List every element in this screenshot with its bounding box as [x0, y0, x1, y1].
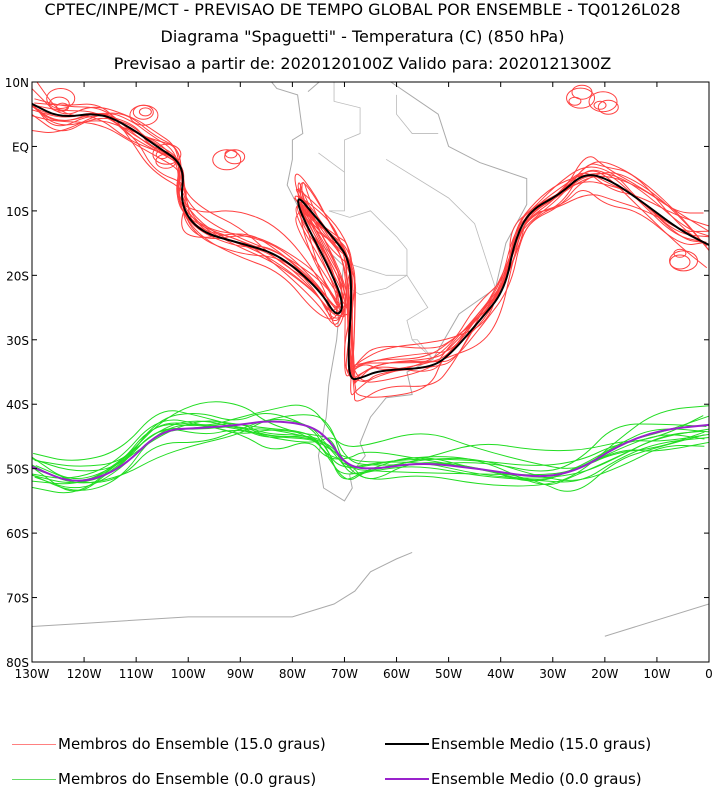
- member-line-15c: [32, 109, 706, 382]
- spaghetti-map: 130W 120W 110W 100W 90W 80W 70W 60W 50W 40W 30W 20W…: [5, 76, 713, 681]
- title-line-2: Diagrama "Spaguetti" - Temperatura (C) (…: [160, 27, 565, 46]
- member-line-0c: [32, 401, 709, 485]
- member-line-15c: [36, 82, 704, 396]
- country-border: [396, 94, 439, 134]
- coastline-antarctica: [604, 603, 709, 637]
- y-tick-label: 60S: [6, 527, 29, 541]
- legend-label: Membros do Ensemble (15.0 graus): [58, 735, 326, 753]
- member-line-15c: [32, 113, 708, 374]
- x-tick-label: 120W: [67, 667, 102, 681]
- member-contour-blob: [138, 107, 152, 117]
- y-tick-label: 20S: [6, 269, 29, 283]
- member-contour-blob: [46, 87, 76, 109]
- x-tick-label: 70W: [331, 667, 358, 681]
- member-line-0c: [35, 415, 709, 484]
- member-line-15c: [32, 113, 708, 370]
- country-border: [333, 82, 361, 173]
- x-tick-label: 30W: [539, 667, 566, 681]
- member-contour-blob: [588, 91, 618, 113]
- country-border: [318, 152, 350, 218]
- country-border: [349, 274, 408, 296]
- x-tick-label: 60W: [383, 667, 410, 681]
- country-border: [412, 339, 434, 360]
- member-contour-blob: [593, 100, 607, 110]
- x-tick-label: 10W: [643, 667, 670, 681]
- member-line-15c: [32, 115, 709, 384]
- member-contour-blob: [566, 87, 596, 109]
- legend-item-members-15: Membros do Ensemble (15.0 graus): [12, 735, 326, 753]
- legend-item-mean-0: Ensemble Medio (0.0 graus): [385, 770, 642, 788]
- member-line-15c: [32, 105, 709, 373]
- member-line-15c: [34, 102, 709, 402]
- ensemble-mean-line-15c: [32, 103, 709, 381]
- y-tick-label: 40S: [6, 398, 29, 412]
- coastline-antarctica: [32, 551, 413, 628]
- member-contour-blob: [597, 99, 619, 115]
- legend-line: [385, 743, 429, 745]
- legend-label: Membros do Ensemble (0.0 graus): [58, 770, 317, 788]
- member-contour-blob: [212, 149, 242, 171]
- title-line-1: CPTEC/INPE/MCT - PREVISAO DE TEMPO GLOBA…: [44, 0, 681, 19]
- member-contour-blob: [152, 143, 182, 165]
- member-line-15c: [32, 87, 709, 377]
- member-line-15c: [32, 105, 709, 379]
- y-tick-label: 50S: [6, 463, 29, 477]
- member-contour-blob: [224, 149, 246, 165]
- y-tick-label: 30S: [6, 334, 29, 348]
- legend-line: [12, 778, 56, 780]
- coastline-south-america: [270, 82, 528, 502]
- y-tick-label: 70S: [6, 592, 29, 606]
- member-line-0c: [35, 404, 707, 481]
- title-line-3: Previsao a partir de: 2020120100Z Valido…: [113, 54, 612, 73]
- member-contour-blob: [568, 96, 582, 106]
- country-border: [349, 210, 408, 276]
- y-tick-label: 80S: [6, 656, 29, 670]
- x-tick-label: 40W: [487, 667, 514, 681]
- x-tick-label: 90W: [227, 667, 254, 681]
- member-contour-blob: [571, 84, 593, 100]
- x-tick-label: 130W: [15, 667, 50, 681]
- member-line-15c: [32, 103, 707, 383]
- legend-label: Ensemble Medio (15.0 graus): [431, 735, 652, 753]
- member-contour-blob: [129, 104, 159, 126]
- x-tick-label: 100W: [171, 667, 206, 681]
- x-tick-label: 20W: [591, 667, 618, 681]
- x-tick-label: 50W: [435, 667, 462, 681]
- member-contour-blob: [132, 104, 154, 120]
- country-border: [385, 158, 496, 289]
- y-tick-label: EQ: [12, 140, 29, 154]
- member-contour-blob: [669, 250, 699, 272]
- y-tick-label: 10N: [5, 76, 29, 90]
- map-frame: [31, 81, 710, 663]
- member-contour-blob: [224, 149, 238, 159]
- legend-item-members-0: Membros do Ensemble (0.0 graus): [12, 770, 316, 788]
- x-tick-label: 0: [705, 667, 713, 681]
- ensemble-mean-line-0c: [32, 420, 709, 482]
- country-border: [344, 262, 434, 360]
- x-tick-label: 80W: [279, 667, 306, 681]
- legend-line: [385, 778, 429, 780]
- member-line-0c: [32, 420, 705, 494]
- legend-line: [12, 743, 56, 745]
- member-line-0c: [33, 410, 705, 469]
- legend-item-mean-15: Ensemble Medio (15.0 graus): [385, 735, 651, 753]
- member-line-0c: [34, 420, 705, 492]
- legend-label: Ensemble Medio (0.0 graus): [431, 770, 642, 788]
- member-line-15c: [32, 102, 709, 373]
- x-tick-label: 110W: [119, 667, 154, 681]
- y-tick-label: 10S: [6, 205, 29, 219]
